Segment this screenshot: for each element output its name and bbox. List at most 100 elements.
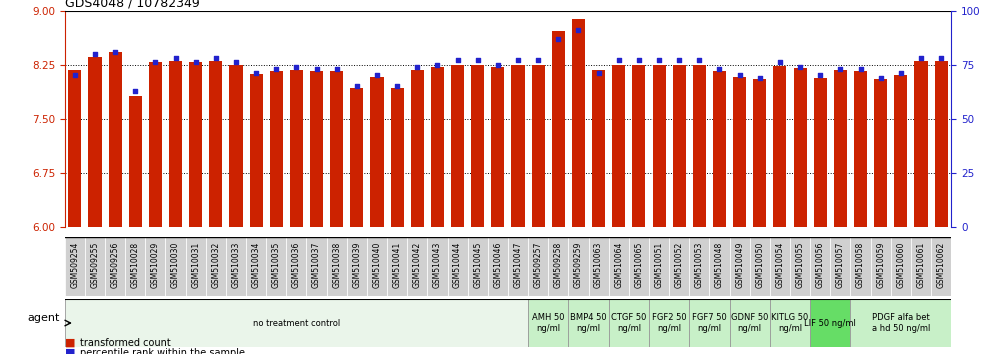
Text: GSM510052: GSM510052: [674, 242, 683, 288]
Point: [349, 84, 365, 89]
Text: GSM510062: GSM510062: [936, 242, 945, 288]
Text: GSM510050: GSM510050: [755, 242, 764, 288]
Text: GSM510034: GSM510034: [252, 242, 261, 288]
Bar: [592, 70, 606, 227]
Point: [872, 75, 888, 80]
Bar: [810, 299, 851, 347]
Bar: [672, 65, 686, 227]
Bar: [287, 237, 307, 296]
Text: GSM510033: GSM510033: [231, 242, 240, 288]
Bar: [165, 237, 185, 296]
Point: [630, 57, 646, 63]
Bar: [250, 74, 263, 227]
Bar: [185, 237, 206, 296]
Text: GSM510040: GSM510040: [373, 242, 381, 288]
Bar: [270, 71, 283, 227]
Bar: [609, 237, 628, 296]
Bar: [89, 57, 102, 227]
Text: LIF 50 ng/ml: LIF 50 ng/ml: [805, 319, 857, 327]
Bar: [351, 88, 364, 227]
Text: GSM510037: GSM510037: [312, 242, 321, 288]
Text: GSM510030: GSM510030: [171, 242, 180, 288]
Bar: [488, 237, 508, 296]
Point: [248, 70, 264, 76]
Point: [167, 55, 183, 61]
Point: [289, 64, 305, 70]
Bar: [128, 96, 141, 227]
Text: GDNF 50
ng/ml: GDNF 50 ng/ml: [731, 313, 768, 333]
Text: GSM510039: GSM510039: [353, 242, 362, 288]
Bar: [290, 70, 303, 227]
Text: GSM510048: GSM510048: [715, 242, 724, 288]
Text: ■: ■: [65, 338, 76, 348]
Bar: [810, 237, 831, 296]
Bar: [773, 66, 787, 227]
Text: transformed count: transformed count: [80, 338, 170, 348]
Text: GSM510053: GSM510053: [695, 242, 704, 288]
Point: [449, 57, 465, 63]
Text: GSM510035: GSM510035: [272, 242, 281, 288]
Text: agent: agent: [27, 313, 60, 323]
Point: [530, 57, 546, 63]
Bar: [733, 77, 746, 227]
Bar: [689, 237, 709, 296]
Bar: [427, 237, 447, 296]
Bar: [834, 70, 847, 227]
Bar: [407, 237, 427, 296]
Bar: [145, 237, 165, 296]
Point: [611, 57, 626, 63]
Point: [933, 55, 949, 61]
Bar: [327, 237, 347, 296]
Bar: [613, 65, 625, 227]
Bar: [206, 237, 226, 296]
Bar: [347, 237, 367, 296]
Bar: [431, 67, 444, 227]
Point: [792, 64, 808, 70]
Text: GSM510064: GSM510064: [615, 242, 623, 288]
Bar: [109, 52, 122, 227]
Text: GSM510054: GSM510054: [776, 242, 785, 288]
Bar: [105, 237, 125, 296]
Text: no treatment control: no treatment control: [253, 319, 340, 327]
Point: [772, 59, 788, 65]
Point: [208, 55, 224, 61]
Text: GSM510031: GSM510031: [191, 242, 200, 288]
Bar: [85, 237, 105, 296]
Bar: [713, 71, 726, 227]
Bar: [669, 237, 689, 296]
Bar: [410, 70, 424, 227]
Point: [429, 62, 445, 68]
Bar: [508, 237, 528, 296]
Text: GSM510042: GSM510042: [412, 242, 421, 288]
Bar: [246, 237, 266, 296]
Bar: [65, 237, 85, 296]
Text: GSM510041: GSM510041: [392, 242, 401, 288]
Bar: [729, 237, 750, 296]
Text: GSM510056: GSM510056: [816, 242, 825, 288]
Bar: [871, 237, 890, 296]
Point: [470, 57, 486, 63]
Text: GSM510043: GSM510043: [433, 242, 442, 288]
Text: GSM510046: GSM510046: [493, 242, 502, 288]
Bar: [69, 70, 82, 227]
Bar: [914, 61, 927, 227]
Bar: [532, 65, 545, 227]
Text: CTGF 50
ng/ml: CTGF 50 ng/ml: [612, 313, 646, 333]
Text: GSM510051: GSM510051: [654, 242, 663, 288]
Text: GSM510059: GSM510059: [876, 242, 885, 288]
Bar: [367, 237, 387, 296]
Bar: [390, 88, 403, 227]
Text: GSM510047: GSM510047: [514, 242, 523, 288]
Bar: [649, 237, 669, 296]
Bar: [310, 71, 323, 227]
Text: GSM510038: GSM510038: [333, 242, 342, 288]
Text: GSM509259: GSM509259: [574, 242, 583, 288]
Point: [591, 70, 607, 76]
Bar: [628, 237, 649, 296]
Text: BMP4 50
ng/ml: BMP4 50 ng/ml: [571, 313, 607, 333]
Point: [268, 66, 284, 72]
Text: GSM510044: GSM510044: [453, 242, 462, 288]
Point: [732, 73, 748, 78]
Bar: [770, 237, 790, 296]
Text: GSM510029: GSM510029: [151, 242, 160, 288]
